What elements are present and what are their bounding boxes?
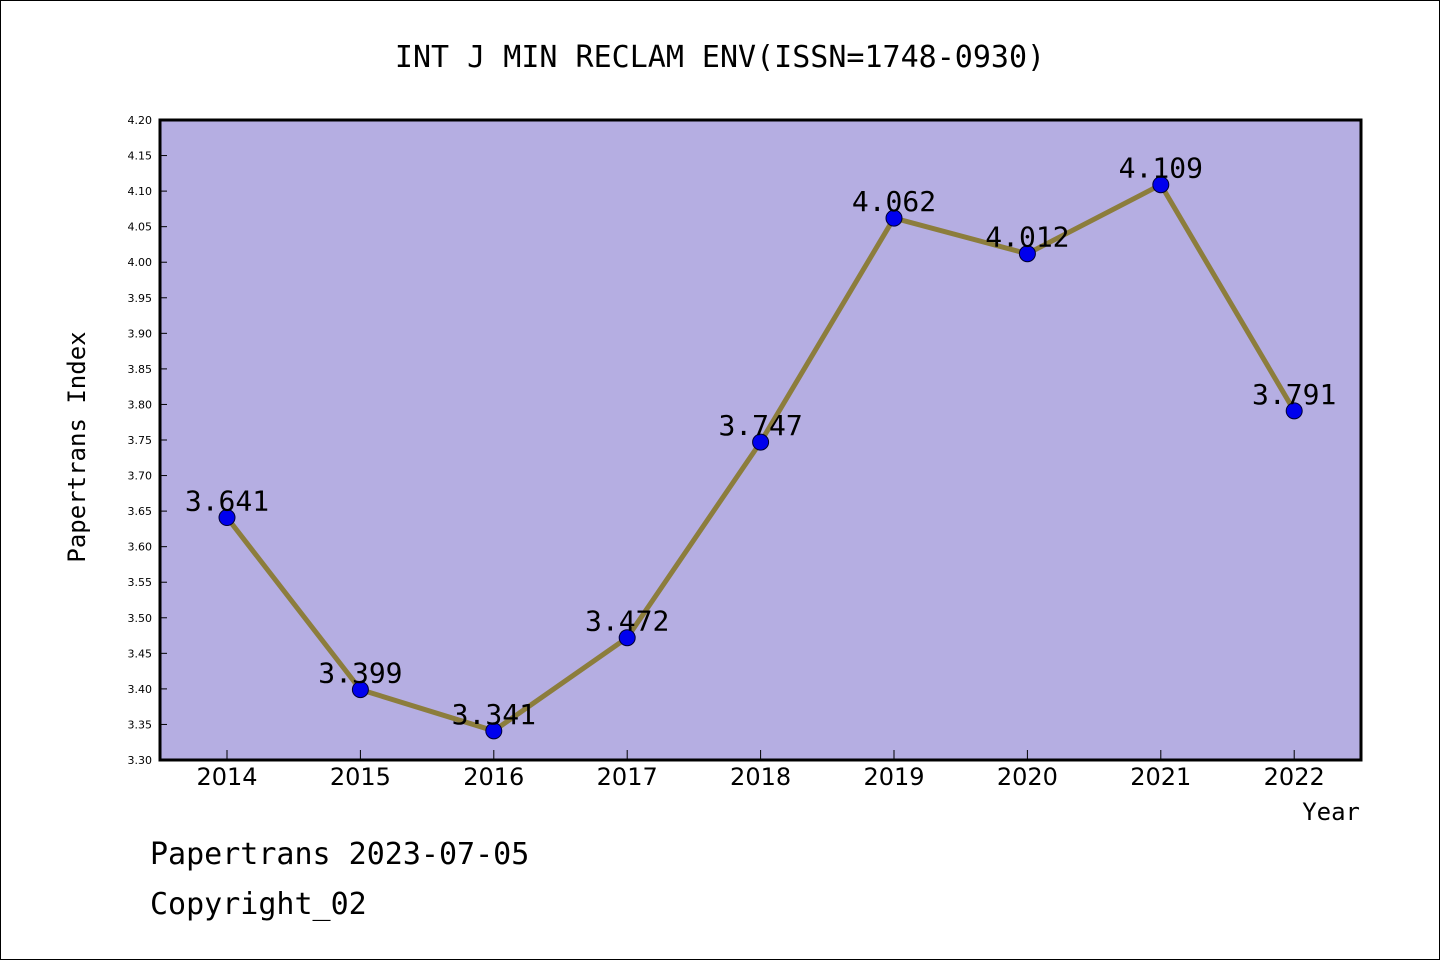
data-label: 3.341 — [452, 698, 536, 731]
x-tick-label: 2018 — [730, 763, 791, 791]
x-tick-label: 2017 — [597, 763, 658, 791]
y-tick-label: 3.45 — [128, 647, 153, 660]
x-tick-label: 2015 — [330, 763, 391, 791]
data-point — [485, 722, 503, 740]
data-point — [1285, 402, 1303, 420]
data-label: 3.472 — [585, 605, 669, 638]
y-tick-label: 3.50 — [128, 612, 153, 625]
x-tick-label: 2022 — [1264, 763, 1325, 791]
y-tick-label: 3.95 — [128, 292, 153, 305]
data-point — [1152, 176, 1170, 194]
y-axis-label: Papertrans Index — [63, 331, 91, 562]
data-point — [885, 209, 903, 227]
y-tick-label: 3.75 — [128, 434, 153, 447]
y-tick-label: 3.55 — [128, 576, 153, 589]
x-tick-label: 2016 — [463, 763, 524, 791]
y-tick-label: 4.10 — [128, 185, 153, 198]
y-tick-label: 4.15 — [128, 150, 153, 163]
data-label: 3.641 — [185, 485, 269, 518]
y-tick-label: 3.80 — [128, 398, 153, 411]
data-point — [618, 629, 636, 647]
x-axis-label: Year — [1302, 798, 1360, 826]
y-tick-label: 4.20 — [128, 114, 153, 127]
data-label: 4.012 — [985, 221, 1069, 254]
y-tick-label: 4.00 — [128, 256, 153, 269]
x-tick-label: 2021 — [1130, 763, 1191, 791]
data-label: 4.109 — [1119, 152, 1203, 185]
y-tick-label: 3.35 — [128, 718, 153, 731]
data-point — [1018, 245, 1036, 263]
y-tick-label: 3.30 — [128, 754, 153, 767]
x-tick-label: 2020 — [997, 763, 1058, 791]
data-point — [752, 433, 770, 451]
y-tick-label: 3.60 — [128, 541, 153, 554]
y-tick-label: 3.70 — [128, 470, 153, 483]
y-tick-label: 3.40 — [128, 683, 153, 696]
y-tick-label: 3.90 — [128, 327, 153, 340]
x-tick-label: 2019 — [863, 763, 924, 791]
y-axis-ticks: 3.30 3.35 3.40 3.45 3.50 3.55 3.60 3.65 3.70 3.75… — [128, 114, 167, 767]
footer-date: Papertrans 2023-07-05 — [150, 837, 529, 872]
chart-title: INT J MIN RECLAM ENV(ISSN=1748-0930) — [395, 40, 1045, 75]
data-label: 3.399 — [318, 657, 402, 690]
data-point — [218, 509, 236, 527]
series-points-group — [218, 176, 1303, 740]
data-point — [351, 681, 369, 699]
data-label: 4.062 — [852, 185, 936, 218]
footer-copyright: Copyright_02 — [150, 887, 367, 922]
x-axis-ticks: 2014 2015 2016 2017 2018 2019 2020 2021 2022 — [196, 750, 1325, 791]
data-labels-group: 3.641 3.399 3.341 3.472 3.747 4.062 4.012 4.109… — [185, 152, 1336, 731]
y-tick-label: 3.85 — [128, 363, 153, 376]
data-label: 3.747 — [718, 409, 802, 442]
y-tick-label: 3.65 — [128, 505, 153, 518]
data-label: 3.791 — [1252, 378, 1336, 411]
x-tick-label: 2014 — [196, 763, 257, 791]
y-tick-label: 4.05 — [128, 221, 153, 234]
